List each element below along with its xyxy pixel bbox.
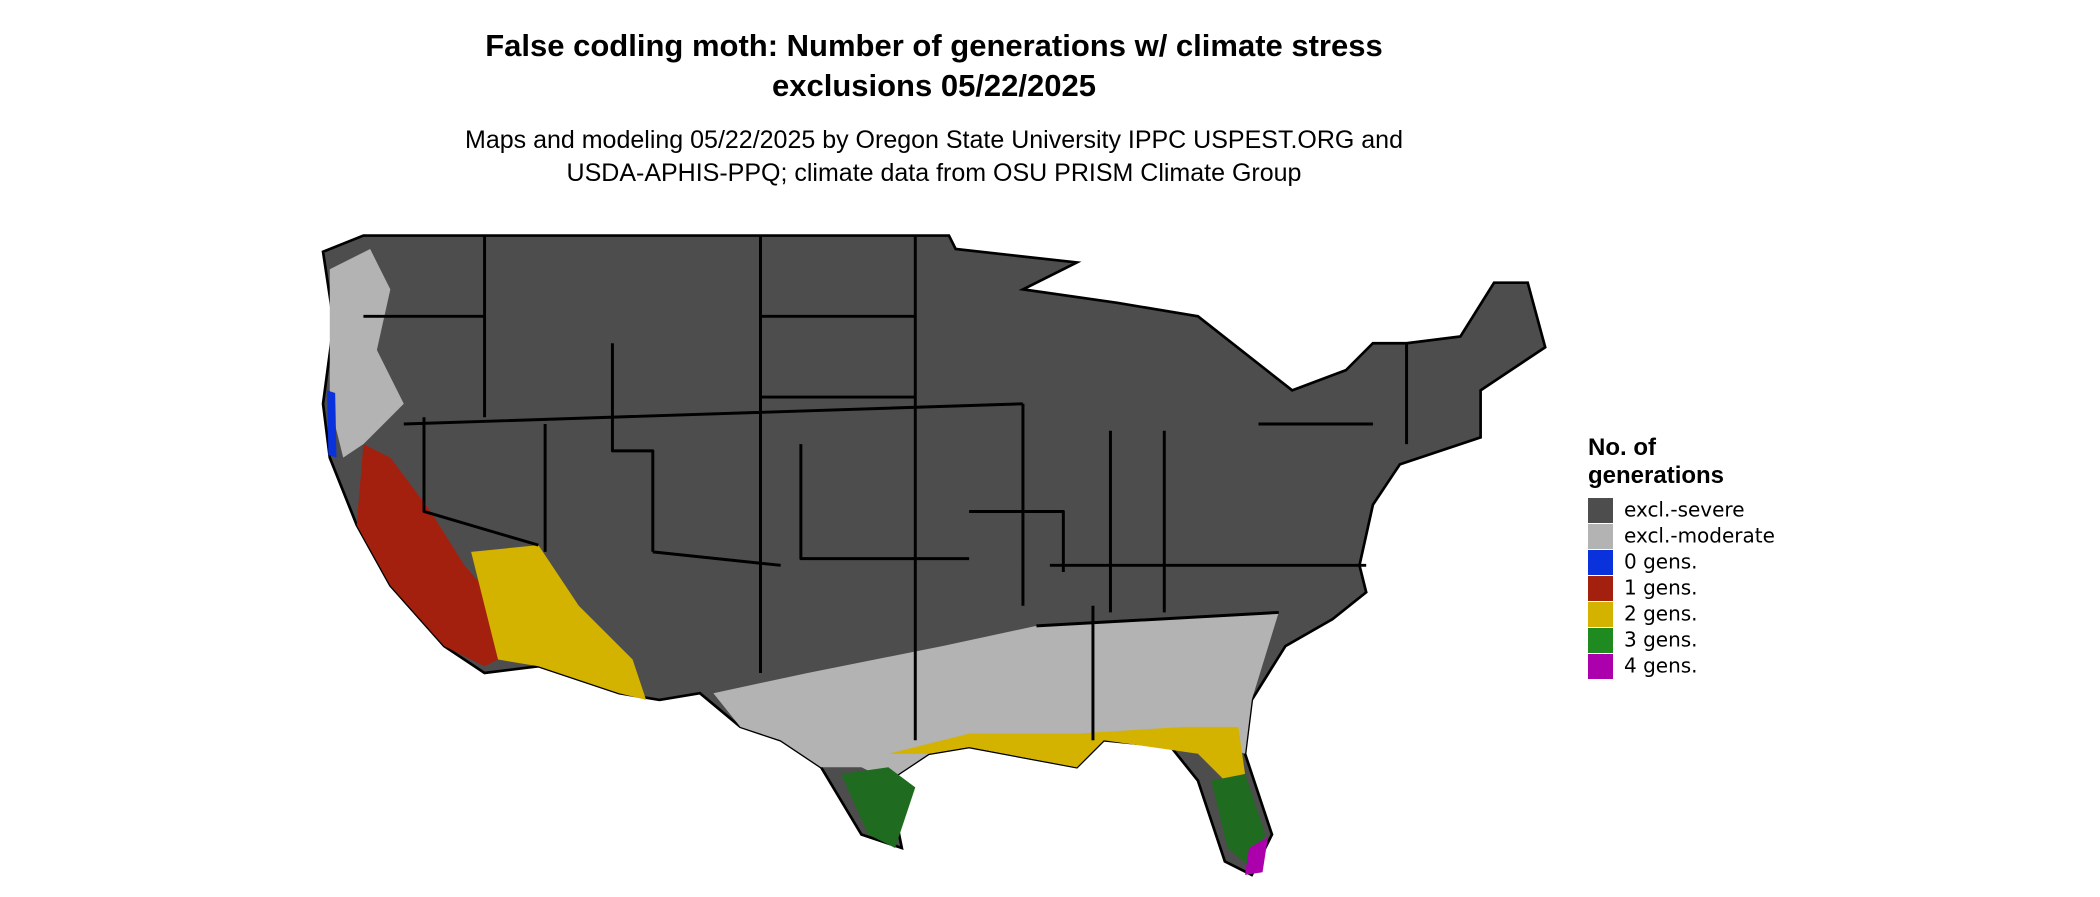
legend-swatch (1588, 576, 1613, 601)
legend: No. of generations excl.-severeexcl.-mod… (1588, 434, 1775, 679)
legend-label: 3 gens. (1624, 628, 1698, 652)
two-gen-region (471, 545, 647, 700)
legend-title: generations (1588, 462, 1724, 489)
titles: False codling moth: Number of generation… (465, 28, 1403, 187)
legend-label: 1 gens. (1624, 576, 1698, 600)
three-gen-region (1211, 773, 1266, 869)
legend-label: excl.-severe (1624, 498, 1745, 522)
three-gen-region (841, 767, 916, 848)
legend-label: excl.-moderate (1624, 524, 1775, 548)
legend-swatch (1588, 628, 1613, 653)
legend-label: 0 gens. (1624, 550, 1698, 574)
moderate-region (713, 612, 1279, 781)
legend-swatch (1588, 550, 1613, 575)
moderate-region (329, 249, 404, 458)
legend-swatch (1588, 498, 1613, 523)
subtitle-line: Maps and modeling 05/22/2025 by Oregon S… (465, 126, 1403, 154)
legend-swatch (1588, 602, 1613, 627)
title-line: False codling moth: Number of generation… (485, 28, 1382, 63)
two-gen-region (888, 726, 1246, 781)
legend-label: 4 gens. (1624, 654, 1698, 678)
subtitle-line: USDA-APHIS-PPQ; climate data from OSU PR… (567, 159, 1302, 187)
legend-label: 2 gens. (1624, 602, 1698, 626)
state-border (363, 235, 1409, 741)
legend-swatch (1588, 524, 1613, 549)
four-gen-region (1245, 837, 1268, 875)
title-line: exclusions 05/22/2025 (772, 68, 1096, 103)
zero-gen-region (327, 390, 337, 458)
legend-title: No. of (1588, 434, 1657, 461)
us-map (321, 234, 1547, 877)
legend-swatch (1588, 654, 1613, 679)
one-gen-region (356, 444, 525, 667)
